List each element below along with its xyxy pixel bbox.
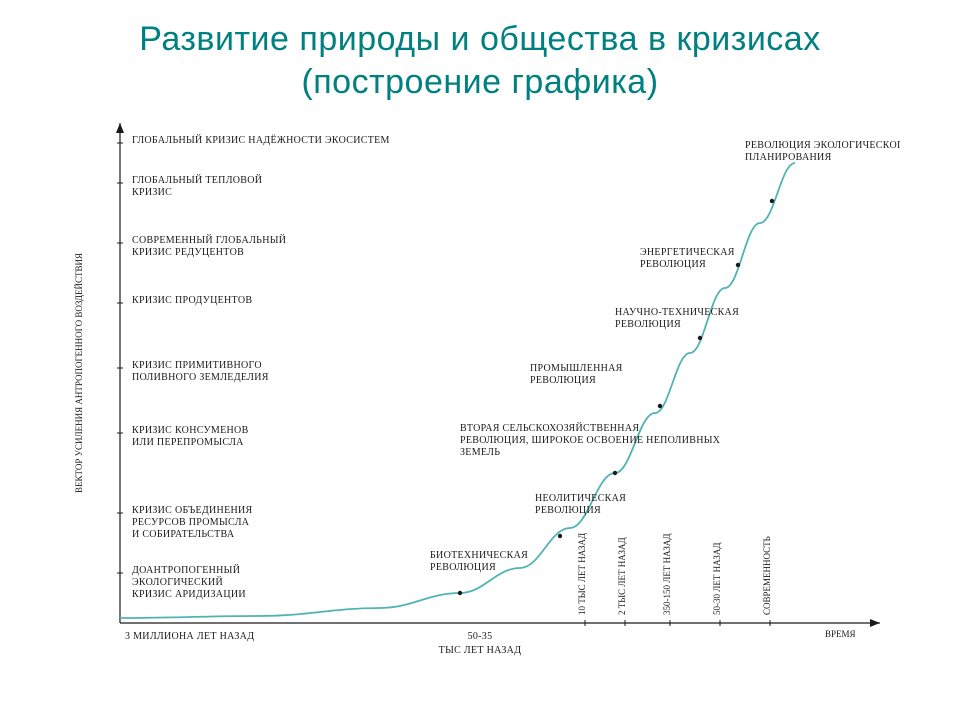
svg-text:КРИЗИС КОНСУМЕНОВ: КРИЗИС КОНСУМЕНОВ [132,425,249,436]
svg-text:СОВРЕМЕННОСТЬ: СОВРЕМЕННОСТЬ [762,536,772,615]
svg-text:ДОАНТРОПОГЕННЫЙ: ДОАНТРОПОГЕННЫЙ [132,564,240,576]
svg-text:КРИЗИС ПРИМИТИВНОГО: КРИЗИС ПРИМИТИВНОГО [132,360,262,371]
svg-text:ВРЕМЯ: ВРЕМЯ [825,629,856,639]
svg-text:ТЫС ЛЕТ НАЗАД: ТЫС ЛЕТ НАЗАД [439,645,522,656]
svg-text:ЭКОЛОГИЧЕСКИЙ: ЭКОЛОГИЧЕСКИЙ [132,576,223,588]
svg-text:НЕОЛИТИЧЕСКАЯ: НЕОЛИТИЧЕСКАЯ [535,493,626,504]
slide-title: Развитие природы и общества в кризисах (… [0,0,960,103]
svg-text:НАУЧНО-ТЕХНИЧЕСКАЯ: НАУЧНО-ТЕХНИЧЕСКАЯ [615,307,739,318]
svg-text:ВЕКТОР УСИЛЕНИЯ АНТРОПОГЕННОГО: ВЕКТОР УСИЛЕНИЯ АНТРОПОГЕННОГО ВОЗДЕЙСТВ… [74,253,84,493]
svg-text:КРИЗИС: КРИЗИС [132,187,172,198]
svg-text:РЕВОЛЮЦИЯ, ШИРОКОЕ ОСВОЕНИЕ НЕ: РЕВОЛЮЦИЯ, ШИРОКОЕ ОСВОЕНИЕ НЕПОЛИВНЫХ [460,435,721,446]
svg-text:РЕВОЛЮЦИЯ ЭКОЛОГИЧЕСКОГО: РЕВОЛЮЦИЯ ЭКОЛОГИЧЕСКОГО [745,140,900,151]
svg-text:ЭНЕРГЕТИЧЕСКАЯ: ЭНЕРГЕТИЧЕСКАЯ [640,247,735,258]
svg-text:ПЛАНИРОВАНИЯ: ПЛАНИРОВАНИЯ [745,152,832,163]
svg-text:РЕВОЛЮЦИЯ: РЕВОЛЮЦИЯ [430,562,496,573]
svg-text:СОВРЕМЕННЫЙ ГЛОБАЛЬНЫЙ: СОВРЕМЕННЫЙ ГЛОБАЛЬНЫЙ [132,234,286,246]
svg-text:КРИЗИС ПРОДУЦЕНТОВ: КРИЗИС ПРОДУЦЕНТОВ [132,295,252,306]
svg-text:ПРОМЫШЛЕННАЯ: ПРОМЫШЛЕННАЯ [530,363,623,374]
svg-text:50-30 ЛЕТ НАЗАД: 50-30 ЛЕТ НАЗАД [712,542,722,615]
svg-text:КРИЗИС АРИДИЗАЦИИ: КРИЗИС АРИДИЗАЦИИ [132,589,246,600]
svg-text:РЕВОЛЮЦИЯ: РЕВОЛЮЦИЯ [530,375,596,386]
svg-text:БИОТЕХНИЧЕСКАЯ: БИОТЕХНИЧЕСКАЯ [430,550,528,561]
svg-text:КРИЗИС ОБЪЕДИНЕНИЯ: КРИЗИС ОБЪЕДИНЕНИЯ [132,505,253,516]
svg-text:350-150 ЛЕТ НАЗАД: 350-150 ЛЕТ НАЗАД [662,533,672,615]
svg-text:И СОБИРАТЕЛЬСТВА: И СОБИРАТЕЛЬСТВА [132,529,235,540]
svg-text:РЕВОЛЮЦИЯ: РЕВОЛЮЦИЯ [535,505,601,516]
svg-text:РЕВОЛЮЦИЯ: РЕВОЛЮЦИЯ [615,319,681,330]
svg-text:ГЛОБАЛЬНЫЙ ТЕПЛОВОЙ: ГЛОБАЛЬНЫЙ ТЕПЛОВОЙ [132,174,262,186]
svg-text:ИЛИ ПЕРЕПРОМЫСЛА: ИЛИ ПЕРЕПРОМЫСЛА [132,437,244,448]
chart-container: ВЕКТОР УСИЛЕНИЯ АНТРОПОГЕННОГО ВОЗДЕЙСТВ… [60,113,900,673]
chart-svg: ВЕКТОР УСИЛЕНИЯ АНТРОПОГЕННОГО ВОЗДЕЙСТВ… [60,113,900,673]
svg-text:ВТОРАЯ СЕЛЬСКОХОЗЯЙСТВЕННАЯ: ВТОРАЯ СЕЛЬСКОХОЗЯЙСТВЕННАЯ [460,422,639,434]
svg-text:10 ТЫС ЛЕТ НАЗАД: 10 ТЫС ЛЕТ НАЗАД [577,533,587,615]
svg-text:КРИЗИС РЕДУЦЕНТОВ: КРИЗИС РЕДУЦЕНТОВ [132,247,244,258]
svg-text:ГЛОБАЛЬНЫЙ КРИЗИС НАДЁЖНОСТИ Э: ГЛОБАЛЬНЫЙ КРИЗИС НАДЁЖНОСТИ ЭКОСИСТЕМ [132,134,390,146]
svg-text:50-35: 50-35 [468,631,493,642]
svg-text:ПОЛИВНОГО ЗЕМЛЕДЕЛИЯ: ПОЛИВНОГО ЗЕМЛЕДЕЛИЯ [132,372,269,383]
svg-text:2 ТЫС ЛЕТ НАЗАД: 2 ТЫС ЛЕТ НАЗАД [617,537,627,615]
svg-text:ЗЕМЕЛЬ: ЗЕМЕЛЬ [460,447,500,458]
svg-text:3 МИЛЛИОНА ЛЕТ НАЗАД: 3 МИЛЛИОНА ЛЕТ НАЗАД [125,631,254,642]
svg-text:РЕСУРСОВ ПРОМЫСЛА: РЕСУРСОВ ПРОМЫСЛА [132,517,250,528]
svg-text:РЕВОЛЮЦИЯ: РЕВОЛЮЦИЯ [640,259,706,270]
